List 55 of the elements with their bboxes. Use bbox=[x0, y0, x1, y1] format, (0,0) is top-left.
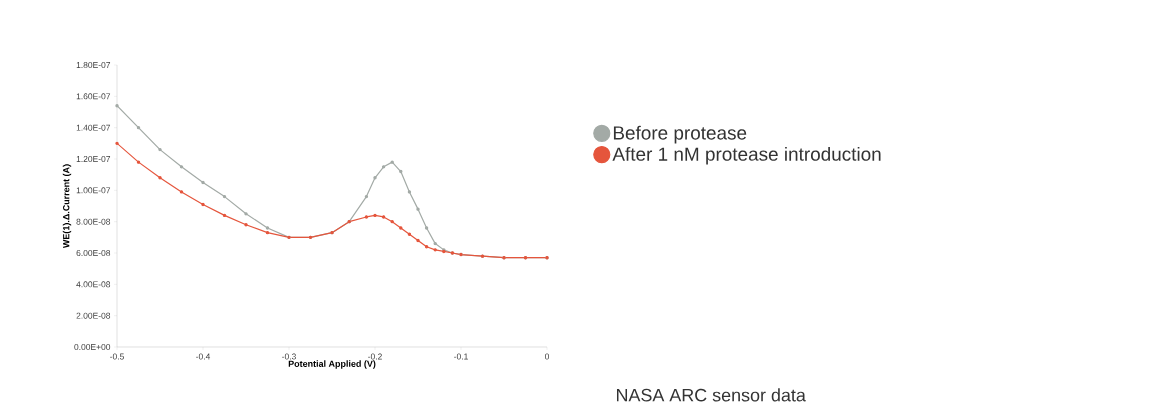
y-tick-label: 1.40E-07 bbox=[76, 124, 111, 131]
point bbox=[381, 215, 386, 219]
y-tick-label: 1.20E-07 bbox=[76, 156, 111, 162]
point bbox=[115, 141, 119, 146]
x-tick-label: -0.1 bbox=[454, 353, 468, 360]
point bbox=[201, 202, 205, 207]
x-tick-label: -0.5 bbox=[110, 353, 124, 360]
point bbox=[265, 226, 270, 230]
legend-label: Before protease bbox=[613, 125, 747, 144]
point bbox=[158, 176, 162, 180]
point bbox=[399, 226, 403, 230]
y-tick-label: 4.00E-08 bbox=[76, 281, 111, 288]
point bbox=[373, 213, 377, 218]
x-axis-title: Potential Applied (V) bbox=[288, 360, 376, 369]
point bbox=[364, 194, 369, 199]
y-tick-label: 2.00E-08 bbox=[76, 312, 111, 319]
point bbox=[136, 160, 141, 164]
point bbox=[381, 165, 386, 169]
y-tick-label: 8.00E-08 bbox=[76, 218, 111, 225]
y-tick-label: 1.80E-07 bbox=[76, 62, 111, 68]
y-tick-label: 6.00E-08 bbox=[76, 250, 111, 256]
point bbox=[115, 104, 119, 108]
point bbox=[179, 165, 184, 169]
point bbox=[390, 160, 394, 164]
point bbox=[433, 241, 437, 246]
y-tick-label: 1.00E-07 bbox=[76, 187, 111, 194]
point bbox=[364, 215, 369, 219]
text: NASA ARC sensor data bbox=[616, 388, 806, 402]
point bbox=[407, 232, 412, 236]
x-tick-label: -0.3 bbox=[282, 353, 296, 360]
point bbox=[373, 176, 377, 180]
point bbox=[407, 190, 412, 194]
point bbox=[424, 226, 429, 230]
point bbox=[265, 230, 270, 235]
point bbox=[433, 248, 437, 252]
point bbox=[244, 223, 248, 227]
point bbox=[179, 190, 184, 194]
point bbox=[158, 147, 162, 152]
point bbox=[416, 207, 420, 211]
point bbox=[416, 238, 420, 243]
point bbox=[222, 213, 227, 218]
point bbox=[390, 219, 394, 224]
point bbox=[244, 212, 248, 216]
x-tick-label: 0 bbox=[544, 353, 550, 360]
legend-label: After 1 nM protease introduction bbox=[612, 146, 881, 165]
x-tick-label: -0.2 bbox=[368, 353, 382, 360]
x-tick-label: -0.4 bbox=[196, 353, 211, 360]
point bbox=[201, 180, 205, 185]
point bbox=[424, 245, 429, 249]
y-axis-title: WE(1).Δ.Current (A) bbox=[62, 164, 72, 249]
point bbox=[136, 125, 141, 130]
y-tick-label: 1.60E-07 bbox=[76, 93, 111, 100]
y-tick-label: 0.00E+00 bbox=[74, 344, 111, 350]
point bbox=[399, 169, 403, 174]
point bbox=[222, 194, 227, 199]
